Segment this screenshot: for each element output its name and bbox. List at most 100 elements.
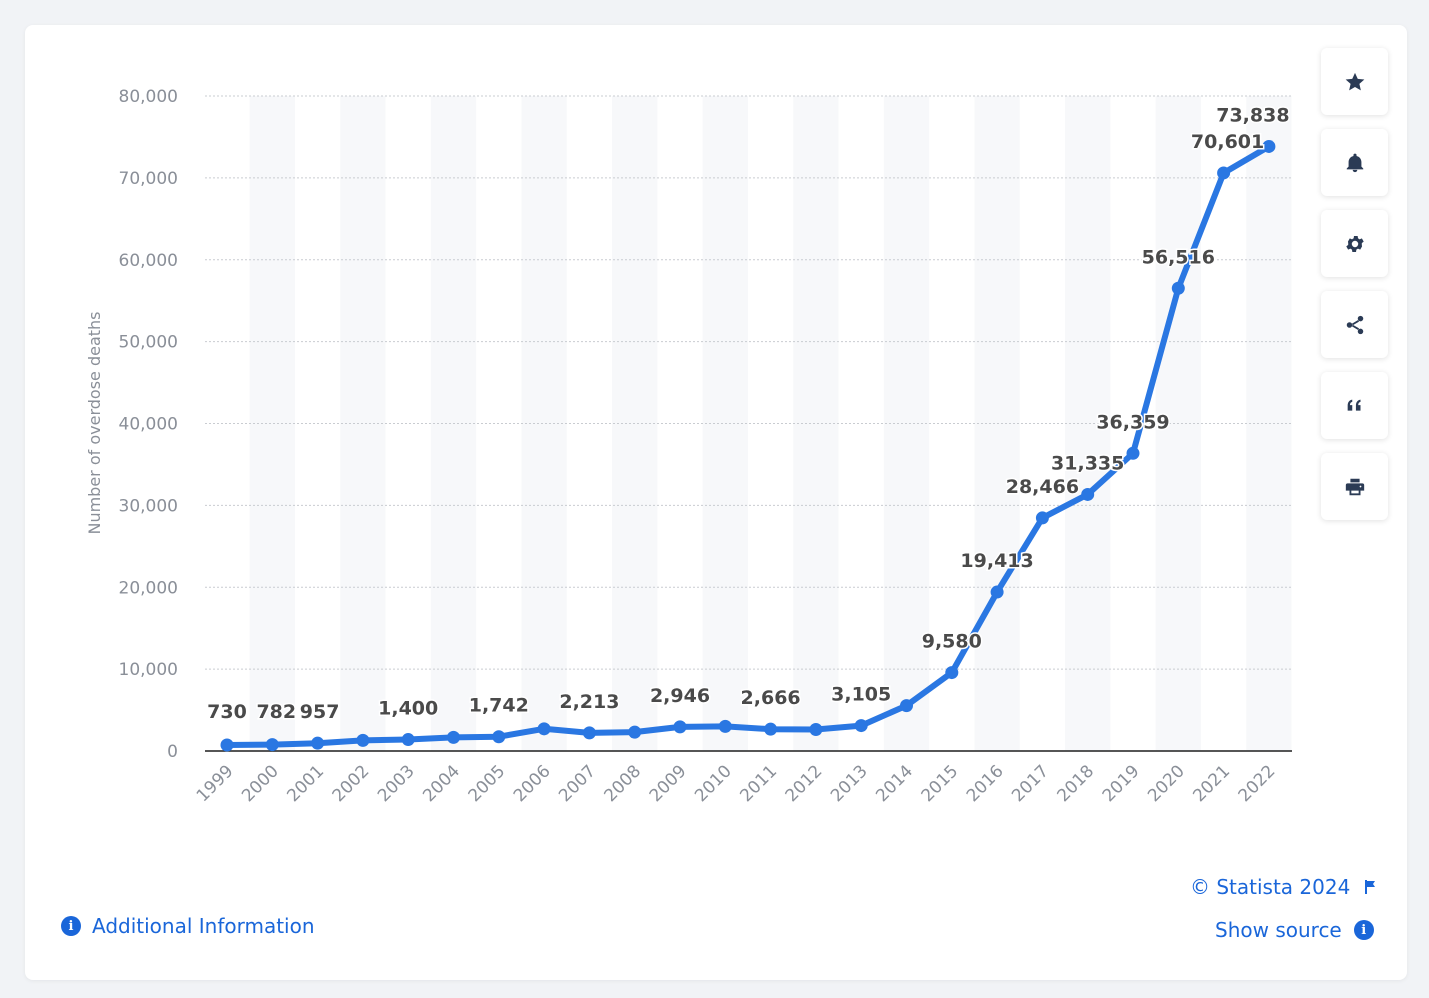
share-button[interactable] (1321, 291, 1388, 358)
x-axis-ticks: 1999 2000 2001 2002 2003 2004 2005 2006 2007 2008… (193, 761, 1280, 806)
data-point (356, 733, 370, 747)
data-point (447, 730, 460, 744)
column-band (249, 96, 295, 751)
data-point (990, 585, 1004, 599)
data-point (1126, 446, 1140, 460)
info-icon: i (61, 916, 81, 936)
x-tick-label: 2020 (1144, 761, 1189, 806)
x-tick-label: 2002 (329, 761, 374, 806)
data-label: 3,105 (831, 684, 891, 706)
x-tick-label: 2005 (465, 761, 510, 806)
notifications-button[interactable] (1321, 129, 1388, 196)
x-tick-label: 2012 (782, 761, 827, 806)
y-tick-label: 80,000 (119, 87, 178, 107)
cite-button[interactable] (1321, 372, 1388, 439)
data-label: 957 (300, 701, 340, 723)
data-label: 1,400 (378, 698, 438, 720)
y-tick-label: 10,000 (119, 660, 178, 680)
data-label: 782 (256, 701, 296, 723)
flag-icon (1365, 880, 1376, 894)
data-label: 2,666 (741, 687, 801, 709)
x-tick-label: 2010 (691, 761, 736, 806)
x-tick-label: 2004 (419, 761, 464, 806)
data-point (809, 722, 823, 736)
data-point (1262, 139, 1276, 153)
data-point (673, 720, 687, 734)
info-icon: i (1353, 920, 1374, 940)
data-label: 9,580 (922, 631, 982, 653)
data-label: 19,413 (960, 550, 1033, 572)
y-axis-label: Number of overdose deaths (85, 311, 104, 534)
gear-icon (1345, 235, 1364, 252)
data-point (718, 719, 732, 733)
print-icon (1345, 478, 1364, 495)
x-tick-label: 2022 (1235, 761, 1280, 806)
x-tick-label: 2006 (510, 761, 555, 806)
y-tick-label: 60,000 (119, 251, 178, 271)
data-point (1171, 281, 1185, 295)
x-tick-label: 2013 (827, 761, 872, 806)
bell-icon (1346, 153, 1363, 172)
data-label: 36,359 (1096, 411, 1169, 433)
data-label: 56,516 (1142, 246, 1215, 268)
gridlines (205, 95, 1292, 670)
data-point (220, 738, 234, 752)
quote-icon (1347, 399, 1360, 411)
show-source-text: Show source (1215, 918, 1342, 942)
data-label: 31,335 (1051, 452, 1124, 474)
data-point (900, 699, 913, 713)
print-button[interactable] (1321, 453, 1388, 520)
chart-toolbar (1321, 48, 1388, 534)
y-tick-label: 0 (167, 742, 178, 762)
data-label: 28,466 (1006, 476, 1079, 498)
y-tick-label: 70,000 (119, 169, 178, 189)
x-tick-label: 2021 (1189, 761, 1234, 806)
statista-copyright-link[interactable]: © Statista 2024 (1190, 875, 1378, 899)
data-label: 730 (207, 701, 247, 723)
copyright-text: © Statista 2024 (1190, 875, 1351, 899)
y-tick-label: 40,000 (119, 415, 178, 435)
x-tick-label: 2000 (238, 761, 283, 806)
settings-button[interactable] (1321, 210, 1388, 277)
data-label: 1,742 (469, 695, 529, 717)
additional-information-link[interactable]: i Additional Information (61, 914, 315, 938)
x-tick-label: 2014 (872, 761, 917, 806)
x-tick-label: 2017 (1008, 761, 1053, 806)
data-point (265, 738, 279, 752)
additional-information-text: Additional Information (92, 914, 315, 938)
x-tick-label: 2016 (963, 761, 1008, 806)
y-tick-label: 50,000 (119, 333, 178, 353)
show-source-link[interactable]: Show source i (1215, 918, 1374, 942)
favorite-button[interactable] (1321, 48, 1388, 115)
data-label: 70,601 (1191, 131, 1264, 153)
x-tick-label: 2011 (736, 761, 781, 806)
data-labels: 730 782 957 1,400 1,742 2,213 2,946 2,666 3,105 9… (206, 103, 1291, 725)
x-tick-label: 2019 (1099, 761, 1144, 806)
data-point (628, 725, 642, 739)
x-tick-label: 2003 (374, 761, 419, 806)
x-tick-label: 2018 (1053, 761, 1098, 806)
data-points (220, 139, 1276, 752)
x-tick-label: 2001 (283, 761, 328, 806)
data-label: 2,946 (650, 685, 710, 707)
data-point (1035, 511, 1049, 525)
x-tick-label: 2008 (601, 761, 646, 806)
column-band (521, 96, 567, 751)
data-label: 2,213 (559, 691, 619, 713)
data-point (854, 719, 868, 733)
data-point (582, 726, 596, 740)
data-point (492, 730, 506, 744)
y-tick-label: 30,000 (119, 496, 178, 516)
x-tick-label: 1999 (193, 761, 238, 806)
data-label: 73,838 (1216, 104, 1289, 126)
data-point (1217, 166, 1231, 180)
data-point (764, 722, 778, 736)
x-tick-label: 2015 (918, 761, 963, 806)
star-icon (1345, 72, 1364, 90)
data-point (311, 736, 325, 750)
column-band (793, 96, 839, 751)
data-point (1081, 487, 1095, 501)
share-icon (1346, 315, 1363, 334)
y-tick-label: 20,000 (119, 578, 178, 598)
